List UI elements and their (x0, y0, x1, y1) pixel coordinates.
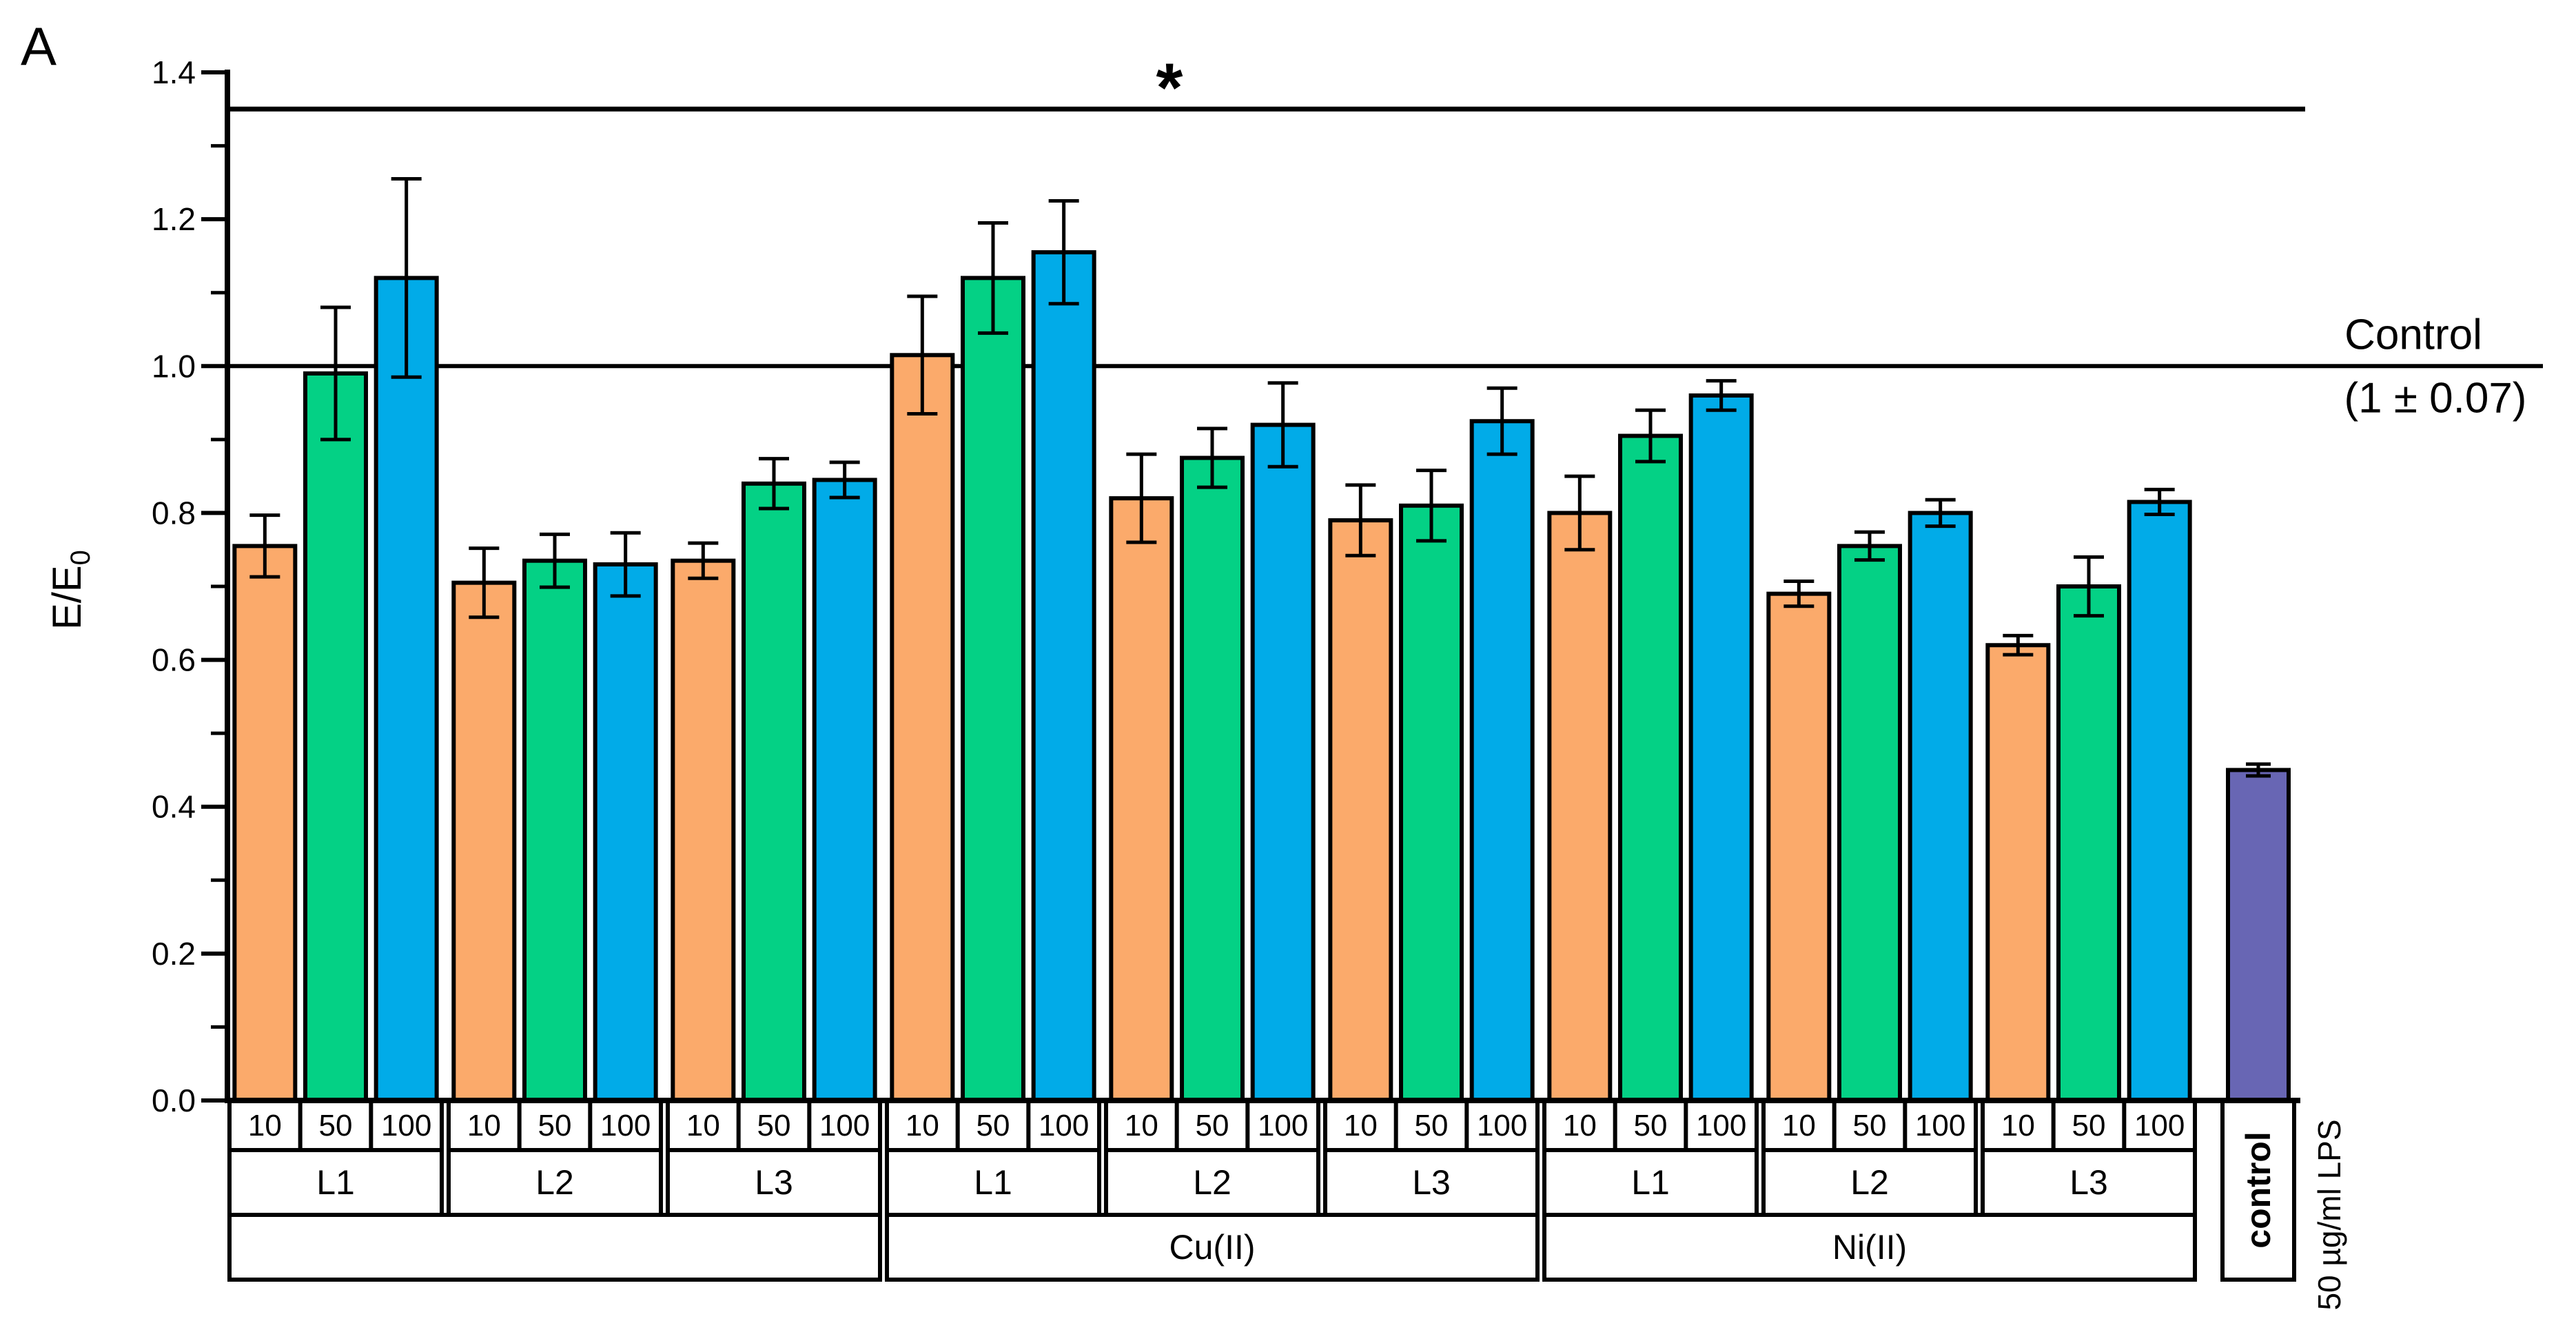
conc-label: 100 (1915, 1109, 1965, 1143)
conc-label: 10 (1563, 1109, 1597, 1143)
metal-row-box (885, 1213, 1540, 1282)
y-tick-label: 0.4 (152, 789, 196, 825)
bar-Ni(II)-L1-100 (1688, 393, 1754, 1103)
conc-label: 50 (1634, 1109, 1668, 1143)
y-tick-label: 1.0 (152, 348, 196, 384)
control-cell-box (2220, 1098, 2296, 1282)
y-tick-label: 0.2 (152, 936, 196, 972)
conc-label: 50 (538, 1109, 572, 1143)
control-annotation-line2: (1 ± 0.07) (2344, 374, 2527, 422)
bar-free-L3-50 (742, 481, 806, 1103)
y-tick-label: 0.0 (152, 1083, 196, 1118)
bar-Ni(II)-L1-50 (1618, 433, 1683, 1103)
conc-label: 10 (1782, 1109, 1816, 1143)
conc-label: 100 (381, 1109, 431, 1143)
conc-label: 10 (467, 1109, 501, 1143)
conc-label: 100 (600, 1109, 651, 1143)
ligand-label: L1 (316, 1163, 355, 1202)
bar-Cu(II)-L3-10 (1328, 518, 1393, 1103)
y-axis-label-main: E/E (45, 565, 90, 630)
bar-Ni(II)-L3-10 (1985, 643, 2051, 1103)
bar-free-L1-100 (374, 276, 439, 1103)
y-tick-label: 1.4 (152, 54, 196, 90)
bar-Cu(II)-L3-50 (1399, 503, 1464, 1103)
conc-label: 100 (1039, 1109, 1089, 1143)
bar-Cu(II)-L3-100 (1469, 419, 1535, 1103)
conc-label: 50 (1853, 1109, 1887, 1143)
bar-free-L3-10 (671, 558, 736, 1103)
y-tick-label: 1.2 (152, 201, 196, 237)
ligand-label: L3 (755, 1163, 793, 1202)
ligand-label: L2 (1850, 1163, 1889, 1202)
lps-side-label: 50 µg/ml LPS (2311, 1119, 2347, 1311)
bar-Ni(II)-L3-100 (2127, 500, 2192, 1103)
conc-label: 50 (2072, 1109, 2106, 1143)
bar-Cu(II)-L2-10 (1109, 496, 1174, 1103)
conc-label: 10 (248, 1109, 282, 1143)
bar-Ni(II)-L2-10 (1766, 591, 1832, 1103)
bar-free-L1-10 (232, 544, 298, 1103)
y-tick-label: 0.8 (152, 495, 196, 531)
bar-free-L2-100 (593, 562, 658, 1103)
ligand-label: L3 (1412, 1163, 1451, 1202)
bar-Cu(II)-L1-50 (961, 276, 1025, 1103)
conc-label: 10 (906, 1109, 939, 1143)
bar-free-L1-50 (303, 371, 368, 1103)
ligand-label: L1 (974, 1163, 1012, 1202)
conc-label: 100 (1258, 1109, 1308, 1143)
bar-Ni(II)-L3-50 (2056, 584, 2121, 1103)
conc-label: 100 (1477, 1109, 1527, 1143)
metal-row-box (1542, 1213, 2197, 1282)
bar-Ni(II)-L2-100 (1908, 511, 1973, 1103)
bar-free-L2-50 (522, 558, 587, 1103)
control-cell-label: control (2239, 1131, 2278, 1249)
conc-label: 50 (1196, 1109, 1229, 1143)
bar-free-L3-100 (812, 478, 877, 1103)
conc-label: 10 (1125, 1109, 1158, 1143)
bar-Ni(II)-L2-50 (1837, 544, 1902, 1103)
conc-label: 10 (686, 1109, 720, 1143)
conc-label: 50 (757, 1109, 791, 1143)
y-tick-label: 0.6 (152, 642, 196, 678)
bar-free-L2-10 (451, 580, 517, 1103)
conc-label: 50 (1415, 1109, 1449, 1143)
y-axis-label: E/E0 (44, 550, 96, 630)
ligand-label: L1 (1631, 1163, 1670, 1202)
conc-label: 10 (2001, 1109, 2035, 1143)
bar-Ni(II)-L1-10 (1547, 511, 1613, 1103)
ligand-label: L2 (535, 1163, 574, 1202)
panel-label: A (21, 16, 57, 76)
conc-label: 100 (1696, 1109, 1746, 1143)
ligand-label: L3 (2069, 1163, 2108, 1202)
metal-label: Cu(II) (1169, 1228, 1256, 1267)
y-axis-label-sub: 0 (65, 550, 96, 566)
conc-label: 10 (1344, 1109, 1378, 1143)
bar-Cu(II)-L1-10 (890, 353, 955, 1103)
ligand-label: L2 (1193, 1163, 1231, 1202)
conc-label: 50 (977, 1109, 1010, 1143)
conc-label: 100 (2134, 1109, 2185, 1143)
control-annotation-line1: Control (2344, 311, 2482, 359)
bar-Cu(II)-L1-100 (1031, 250, 1096, 1103)
metal-row-box (227, 1213, 882, 1282)
bar-Cu(II)-L2-100 (1250, 422, 1316, 1103)
significance-asterisk: * (1156, 49, 1183, 127)
bar-control-lps (2226, 768, 2291, 1103)
conc-label: 50 (319, 1109, 353, 1143)
metal-label: Ni(II) (1832, 1228, 1907, 1267)
conc-label: 100 (819, 1109, 870, 1143)
bar-Cu(II)-L2-50 (1180, 455, 1245, 1103)
